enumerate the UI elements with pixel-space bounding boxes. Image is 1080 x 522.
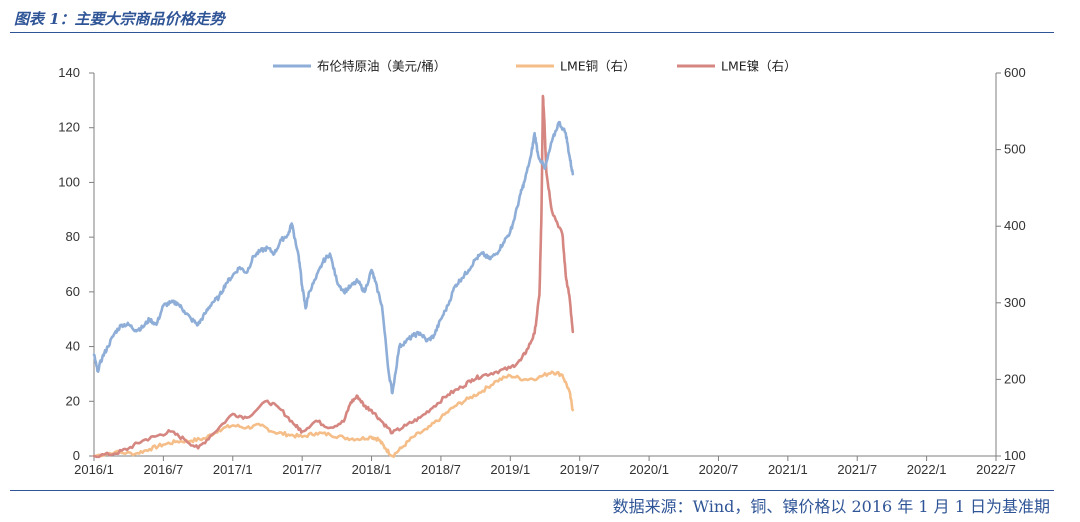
legend-label: LME镍（右） (721, 59, 797, 74)
axes: 2016/1 2016/7 2017/1 2017/7 2018/1 2018/7 2019… (58, 65, 1025, 477)
footer-rule (10, 490, 1054, 491)
series-lines (92, 94, 575, 459)
y-right-tick-label: 100 (1004, 448, 1026, 463)
source-note: 数据来源：Wind，铜、镍价格以 2016 年 1 月 1 日为基准期 (612, 497, 1050, 516)
series-line (92, 120, 575, 395)
chart-title: 图表 1：主要大宗商品价格走势 (14, 10, 225, 28)
legend-label: LME铜（右） (560, 59, 636, 74)
x-tick-label: 2018/7 (421, 462, 461, 477)
y-right-tick-label: 600 (1004, 65, 1026, 80)
x-tick-label: 2020/7 (699, 462, 739, 477)
y-right-tick-label: 200 (1004, 371, 1026, 386)
y-left-tick-label: 140 (58, 65, 80, 80)
y-right-tick-label: 300 (1004, 295, 1026, 310)
y-left-tick-label: 60 (66, 284, 80, 299)
x-tick-label: 2016/1 (74, 462, 114, 477)
x-tick-label: 2017/7 (282, 462, 322, 477)
x-tick-label: 2021/1 (768, 462, 808, 477)
y-right-tick-label: 500 (1004, 142, 1026, 157)
x-tick-label: 2022/7 (976, 462, 1016, 477)
y-right-tick-label: 400 (1004, 218, 1026, 233)
y-left-tick-label: 120 (58, 120, 80, 135)
x-tick-label: 2019/7 (560, 462, 600, 477)
y-left-tick-label: 80 (66, 229, 80, 244)
x-tick-label: 2020/1 (629, 462, 669, 477)
x-tick-label: 2018/1 (352, 462, 392, 477)
series-line (92, 94, 575, 459)
header-rule (10, 32, 1054, 33)
x-tick-label: 2016/7 (144, 462, 184, 477)
x-tick-label: 2021/7 (837, 462, 877, 477)
y-left-tick-label: 20 (66, 393, 80, 408)
x-tick-label: 2022/1 (907, 462, 947, 477)
legend-label: 布伦特原油（美元/桶） (317, 59, 446, 74)
y-left-tick-label: 100 (58, 174, 80, 189)
y-left-tick-label: 40 (66, 339, 80, 354)
y-left-tick-label: 0 (73, 448, 80, 463)
legend: 布伦特原油（美元/桶） LME铜（右） LME镍（右） (273, 59, 797, 74)
x-tick-label: 2017/1 (213, 462, 253, 477)
series-line (92, 370, 575, 458)
x-tick-label: 2019/1 (490, 462, 530, 477)
